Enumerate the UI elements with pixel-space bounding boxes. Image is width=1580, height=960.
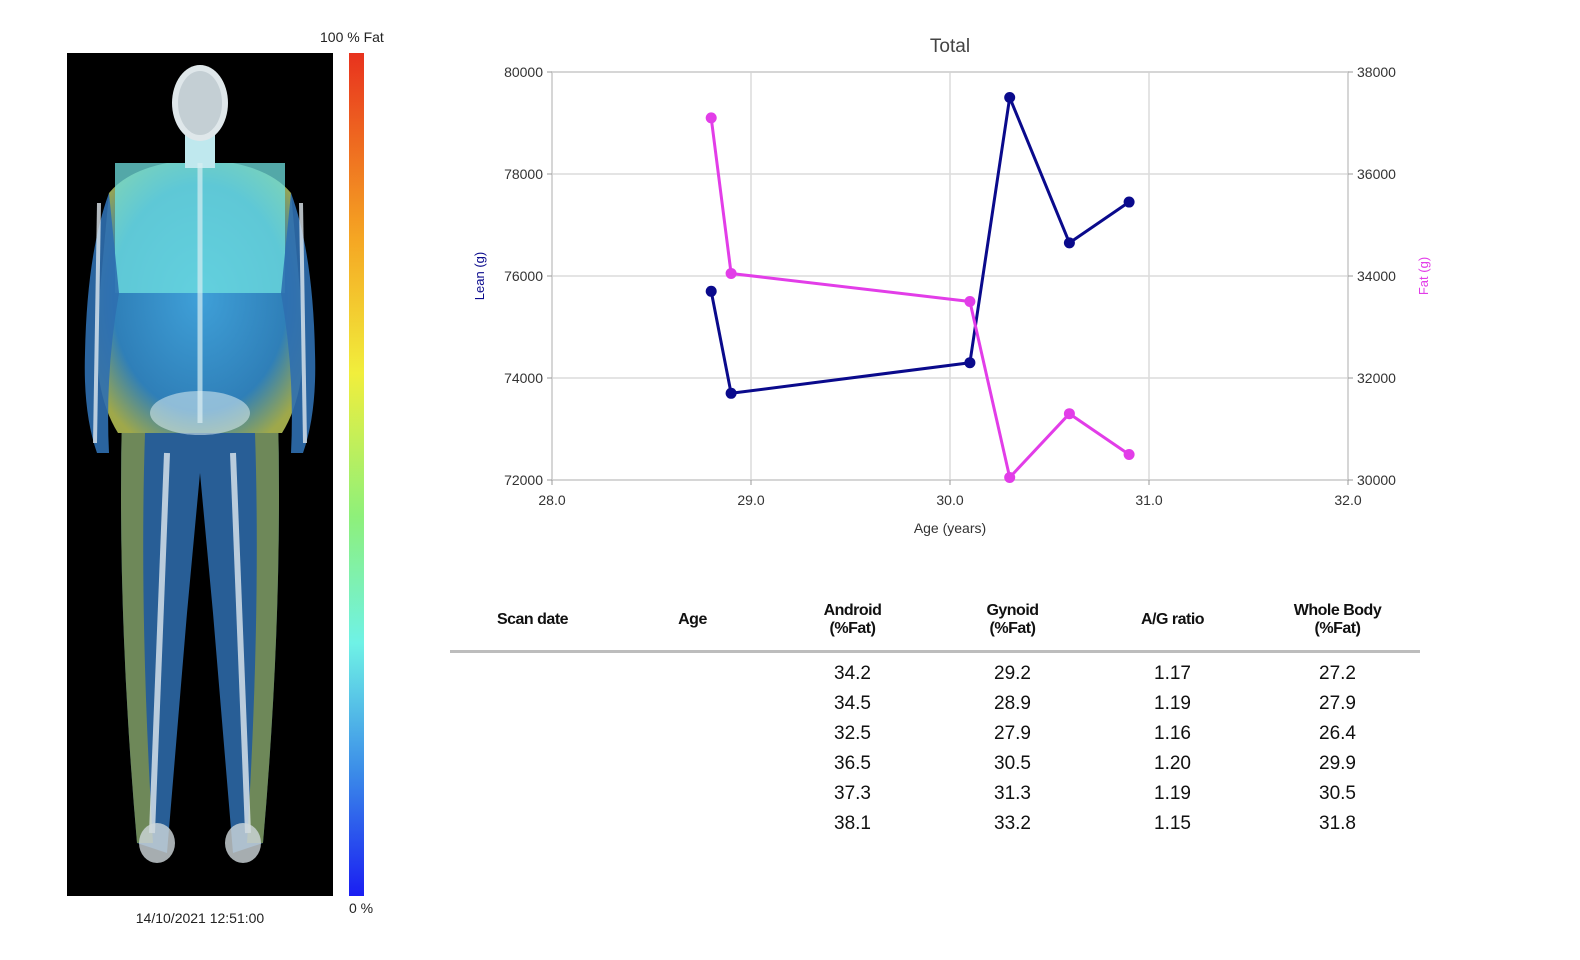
chart-series	[705, 92, 1135, 483]
cell-android: 34.2	[834, 663, 871, 684]
cell-gynoid: 31.3	[994, 783, 1031, 804]
col-header-android: Android (%Fat)	[770, 590, 935, 653]
col-header-age: Age	[615, 590, 770, 653]
lean-data-point	[1004, 92, 1016, 103]
table-row: 32.5 27.9 1.16 26.4	[450, 719, 1420, 749]
lean-series-line	[709, 96, 1130, 395]
y-right-tick-label: 38000	[1357, 64, 1396, 80]
cell-age	[615, 719, 770, 749]
lean-data-point	[1123, 196, 1135, 208]
x-tick-label: 31.0	[1135, 492, 1162, 508]
cell-whole-body: 31.8	[1319, 813, 1356, 834]
fat-data-point	[1123, 449, 1135, 460]
lean-data-point	[964, 357, 976, 369]
lean-data-point	[1063, 237, 1075, 249]
x-tick-label: 30.0	[936, 492, 963, 508]
cell-age	[615, 779, 770, 809]
fat-data-point	[705, 112, 717, 124]
cell-gynoid: 28.9	[994, 693, 1031, 714]
lean-data-point	[725, 387, 737, 399]
chart-grid	[551, 71, 1349, 481]
y-right-tick-label: 36000	[1357, 166, 1396, 182]
table-row: 34.2 29.2 1.17 27.2	[450, 652, 1420, 690]
table-row: 36.5 30.5 1.20 29.9	[450, 749, 1420, 779]
colorbar-min-label: 0 %	[349, 900, 374, 916]
cell-gynoid: 30.5	[994, 753, 1031, 774]
table-row: 34.5 28.9 1.19 27.9	[450, 689, 1420, 719]
fat-data-point	[1063, 408, 1075, 420]
y-left-tick-label: 74000	[504, 370, 543, 386]
fat-colorbar	[349, 53, 364, 896]
fat-series-line	[709, 117, 1130, 479]
cell-scan-date	[450, 779, 615, 809]
y-left-tick-label: 76000	[504, 268, 543, 284]
cell-age	[615, 749, 770, 779]
x-tick-label: 32.0	[1334, 492, 1361, 508]
cell-ag-ratio: 1.17	[1154, 663, 1191, 684]
total-trend-chart: 28.0 29.0 30.0 31.0 32.0 72000 74000 76000 78000…	[440, 20, 1450, 560]
cell-gynoid: 33.2	[994, 813, 1031, 834]
cell-ag-ratio: 1.16	[1154, 723, 1191, 744]
col-header-ag-ratio: A/G ratio	[1090, 590, 1255, 653]
cell-android: 34.5	[834, 693, 871, 714]
x-axis-label: Age (years)	[914, 520, 986, 536]
cell-gynoid: 29.2	[994, 663, 1031, 684]
colorbar-max-label: 100 % Fat	[320, 29, 384, 45]
cell-age	[615, 652, 770, 690]
cell-scan-date	[450, 719, 615, 749]
cell-android: 37.3	[834, 783, 871, 804]
cell-android: 36.5	[834, 753, 871, 774]
cell-ag-ratio: 1.15	[1154, 813, 1191, 834]
chart-title: Total	[930, 36, 970, 57]
y-left-axis-label: Lean (g)	[472, 252, 487, 300]
y-left-tick-label: 80000	[504, 64, 543, 80]
table-row: 38.1 33.2 1.15 31.8	[450, 809, 1420, 839]
fat-data-point	[964, 296, 976, 307]
cell-whole-body: 27.2	[1319, 663, 1356, 684]
cell-age	[615, 809, 770, 839]
cell-whole-body: 29.9	[1319, 753, 1356, 774]
cell-age	[615, 689, 770, 719]
cell-scan-date	[450, 809, 615, 839]
body-scan-image	[67, 53, 333, 896]
col-header-scan-date: Scan date	[450, 590, 615, 653]
x-tick-label: 29.0	[737, 492, 764, 508]
y-right-tick-label: 34000	[1357, 268, 1396, 284]
cell-android: 32.5	[834, 723, 871, 744]
cell-android: 38.1	[834, 813, 871, 834]
col-header-whole-body: Whole Body (%Fat)	[1255, 590, 1420, 653]
cell-gynoid: 27.9	[994, 723, 1031, 744]
x-tick-label: 28.0	[538, 492, 565, 508]
cell-whole-body: 30.5	[1319, 783, 1356, 804]
table-row: 37.3 31.3 1.19 30.5	[450, 779, 1420, 809]
y-right-tick-label: 32000	[1357, 370, 1396, 386]
y-left-tick-label: 78000	[504, 166, 543, 182]
table-header-row: Scan date Age Android (%Fat) Gynoid (%Fat)…	[450, 590, 1420, 653]
lean-data-point	[705, 285, 717, 297]
fat-distribution-table: Scan date Age Android (%Fat) Gynoid (%Fat)…	[450, 590, 1420, 839]
col-header-gynoid: Gynoid (%Fat)	[935, 590, 1090, 653]
cell-scan-date	[450, 689, 615, 719]
fat-data-point	[725, 267, 737, 279]
cell-scan-date	[450, 749, 615, 779]
scan-timestamp: 14/10/2021 12:51:00	[135, 910, 265, 926]
cell-ag-ratio: 1.19	[1154, 693, 1191, 714]
fat-data-point	[1004, 471, 1016, 483]
cell-scan-date	[450, 652, 615, 690]
cell-whole-body: 27.9	[1319, 693, 1356, 714]
cell-ag-ratio: 1.20	[1154, 753, 1191, 774]
axis-ticks: 28.0 29.0 30.0 31.0 32.0 72000 74000 76000 78000…	[504, 64, 1396, 508]
y-left-tick-label: 72000	[504, 472, 543, 488]
y-right-axis-label: Fat (g)	[1416, 257, 1431, 295]
cell-whole-body: 26.4	[1319, 723, 1356, 744]
y-right-tick-label: 30000	[1357, 472, 1396, 488]
cell-ag-ratio: 1.19	[1154, 783, 1191, 804]
